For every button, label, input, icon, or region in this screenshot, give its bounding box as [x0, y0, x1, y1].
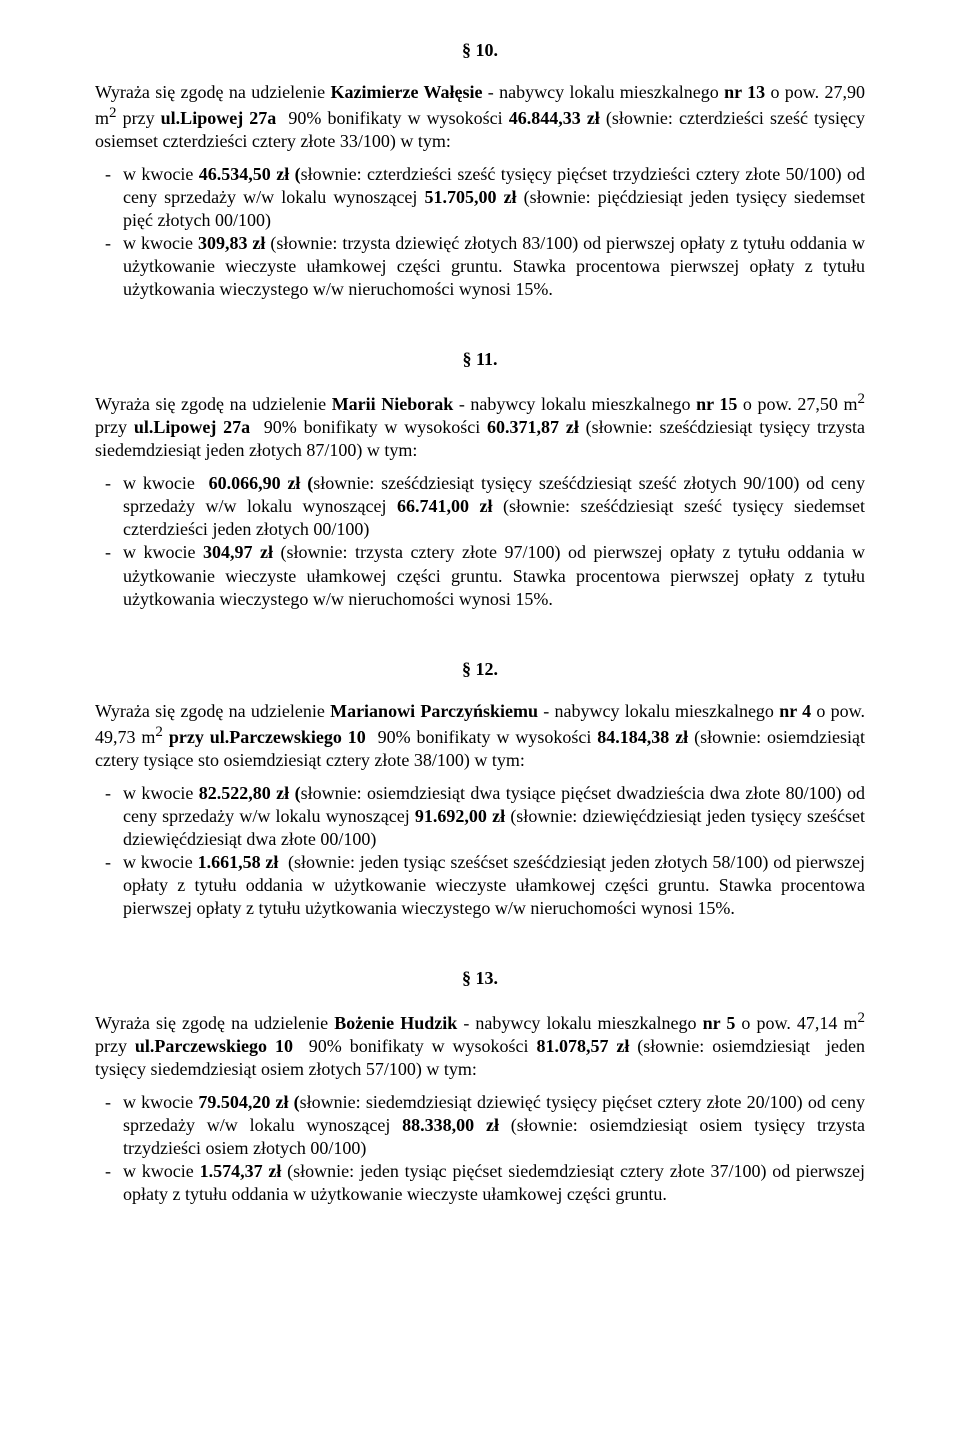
list-item: w kwocie 1.661,58 zł (słownie: jeden tys…: [95, 851, 865, 920]
list-item: w kwocie 82.522,80 zł (słownie: osiemdzi…: [95, 782, 865, 851]
section-list-11: w kwocie 60.066,90 zł (słownie: sześćdzi…: [95, 472, 865, 610]
list-item: w kwocie 1.574,37 zł (słownie: jeden tys…: [95, 1160, 865, 1206]
section-gap: [95, 611, 865, 659]
section-gap: [95, 920, 865, 968]
section-number-10: § 10.: [95, 40, 865, 61]
section-number-13: § 13.: [95, 968, 865, 989]
list-item: w kwocie 46.534,50 zł (słownie: czterdzi…: [95, 163, 865, 232]
section-number-11: § 11.: [95, 349, 865, 370]
section-list-12: w kwocie 82.522,80 zł (słownie: osiemdzi…: [95, 782, 865, 920]
page: § 10. Wyraża się zgodę na udzielenie Kaz…: [0, 0, 960, 1448]
section-list-13: w kwocie 79.504,20 zł (słownie: siedemdz…: [95, 1091, 865, 1206]
section-intro-10: Wyraża się zgodę na udzielenie Kazimierz…: [95, 81, 865, 153]
section-number-12: § 12.: [95, 659, 865, 680]
list-item: w kwocie 304,97 zł (słownie: trzysta czt…: [95, 541, 865, 610]
list-item: w kwocie 309,83 zł (słownie: trzysta dzi…: [95, 232, 865, 301]
section-list-10: w kwocie 46.534,50 zł (słownie: czterdzi…: [95, 163, 865, 301]
section-gap: [95, 301, 865, 349]
list-item: w kwocie 60.066,90 zł (słownie: sześćdzi…: [95, 472, 865, 541]
section-intro-11: Wyraża się zgodę na udzielenie Marii Nie…: [95, 390, 865, 462]
section-intro-12: Wyraża się zgodę na udzielenie Marianowi…: [95, 700, 865, 772]
section-intro-13: Wyraża się zgodę na udzielenie Bożenie H…: [95, 1009, 865, 1081]
list-item: w kwocie 79.504,20 zł (słownie: siedemdz…: [95, 1091, 865, 1160]
